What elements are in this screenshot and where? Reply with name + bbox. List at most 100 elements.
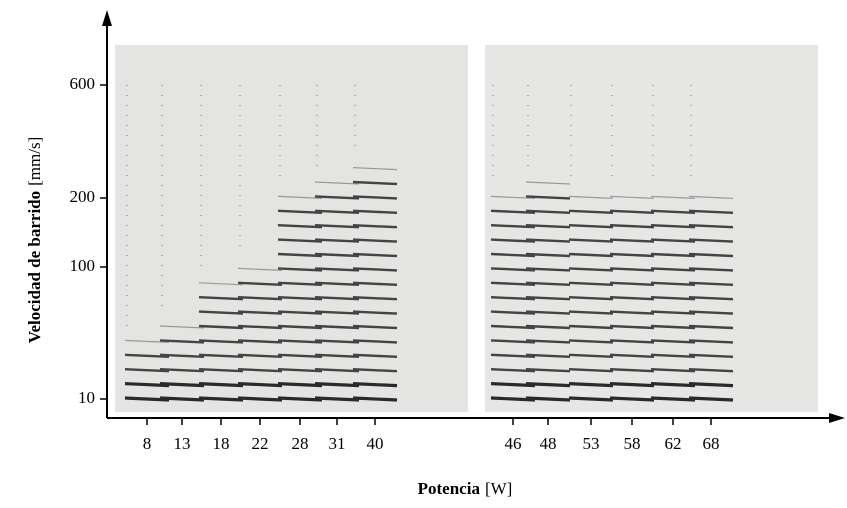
- track: [124, 353, 170, 358]
- track: [314, 195, 360, 200]
- track: [277, 324, 323, 330]
- track: [490, 238, 536, 243]
- x-tick-label: 53: [583, 434, 600, 453]
- track: [609, 252, 655, 258]
- track: [159, 382, 205, 388]
- track: [650, 281, 696, 286]
- track: [525, 181, 571, 185]
- track: [198, 339, 244, 344]
- track: [568, 281, 614, 286]
- track: [609, 368, 655, 373]
- track: [568, 310, 614, 315]
- track: [609, 353, 655, 358]
- track: [314, 267, 360, 272]
- track: [314, 382, 360, 388]
- track: [237, 267, 283, 271]
- track: [277, 252, 323, 258]
- track: [490, 339, 536, 344]
- x-tick-label: 18: [213, 434, 230, 453]
- y-tick-label: 10: [78, 388, 95, 407]
- track: [314, 224, 360, 229]
- track: [352, 252, 398, 258]
- track: [198, 382, 244, 388]
- track: [198, 368, 244, 373]
- track: [277, 281, 323, 286]
- track: [352, 267, 398, 272]
- track: [352, 310, 398, 315]
- track: [352, 167, 398, 171]
- track: [568, 224, 614, 229]
- track: [124, 368, 170, 373]
- track: [609, 238, 655, 243]
- track: [650, 238, 696, 243]
- track: [198, 310, 244, 315]
- track: [609, 310, 655, 315]
- track: [490, 267, 536, 272]
- track: [277, 267, 323, 272]
- x-tick-label: 68: [703, 434, 720, 453]
- track: [314, 310, 360, 315]
- track: [525, 382, 571, 388]
- track: [277, 396, 323, 402]
- track: [609, 195, 655, 199]
- track: [688, 324, 734, 330]
- track: [124, 339, 170, 343]
- track: [352, 368, 398, 373]
- track: [314, 209, 360, 214]
- track: [159, 325, 205, 329]
- track: [490, 310, 536, 315]
- track: [609, 382, 655, 388]
- x-axis-label: Potencia [W]: [418, 479, 513, 498]
- track: [314, 252, 360, 258]
- track: [237, 382, 283, 388]
- track: [609, 396, 655, 402]
- track: [237, 281, 283, 286]
- x-tick-label: 48: [540, 434, 557, 453]
- track: [314, 296, 360, 301]
- track: [159, 396, 205, 402]
- track: [277, 209, 323, 214]
- x-tick-label: 28: [292, 434, 309, 453]
- track: [314, 324, 360, 330]
- track: [490, 324, 536, 330]
- track: [525, 238, 571, 243]
- track: [237, 396, 283, 402]
- track: [650, 339, 696, 344]
- track: [352, 324, 398, 330]
- x-axis-arrow: [829, 413, 845, 423]
- track: [525, 296, 571, 301]
- y-ticks: 600 200 100 10: [70, 74, 107, 407]
- track: [277, 238, 323, 243]
- track: [688, 339, 734, 344]
- track: [568, 339, 614, 344]
- track: [198, 282, 244, 286]
- track: [568, 296, 614, 301]
- track: [650, 353, 696, 358]
- track: [314, 396, 360, 402]
- track: [609, 296, 655, 301]
- track: [352, 353, 398, 358]
- track: [198, 353, 244, 358]
- track: [159, 339, 205, 344]
- track: [525, 353, 571, 358]
- track: [277, 296, 323, 301]
- track: [352, 281, 398, 286]
- track: [688, 267, 734, 272]
- y-tick-label: 600: [70, 74, 96, 93]
- track: [277, 339, 323, 344]
- track: [650, 396, 696, 402]
- track: [277, 368, 323, 373]
- y-axis-title: Velocidad de barrido: [25, 191, 44, 343]
- track: [568, 209, 614, 214]
- track: [277, 353, 323, 358]
- track: [568, 267, 614, 272]
- track: [198, 324, 244, 330]
- track: [198, 396, 244, 402]
- track: [314, 181, 360, 185]
- track: [237, 296, 283, 301]
- track: [525, 310, 571, 315]
- x-tick-label: 13: [174, 434, 191, 453]
- track: [609, 209, 655, 214]
- track: [688, 353, 734, 358]
